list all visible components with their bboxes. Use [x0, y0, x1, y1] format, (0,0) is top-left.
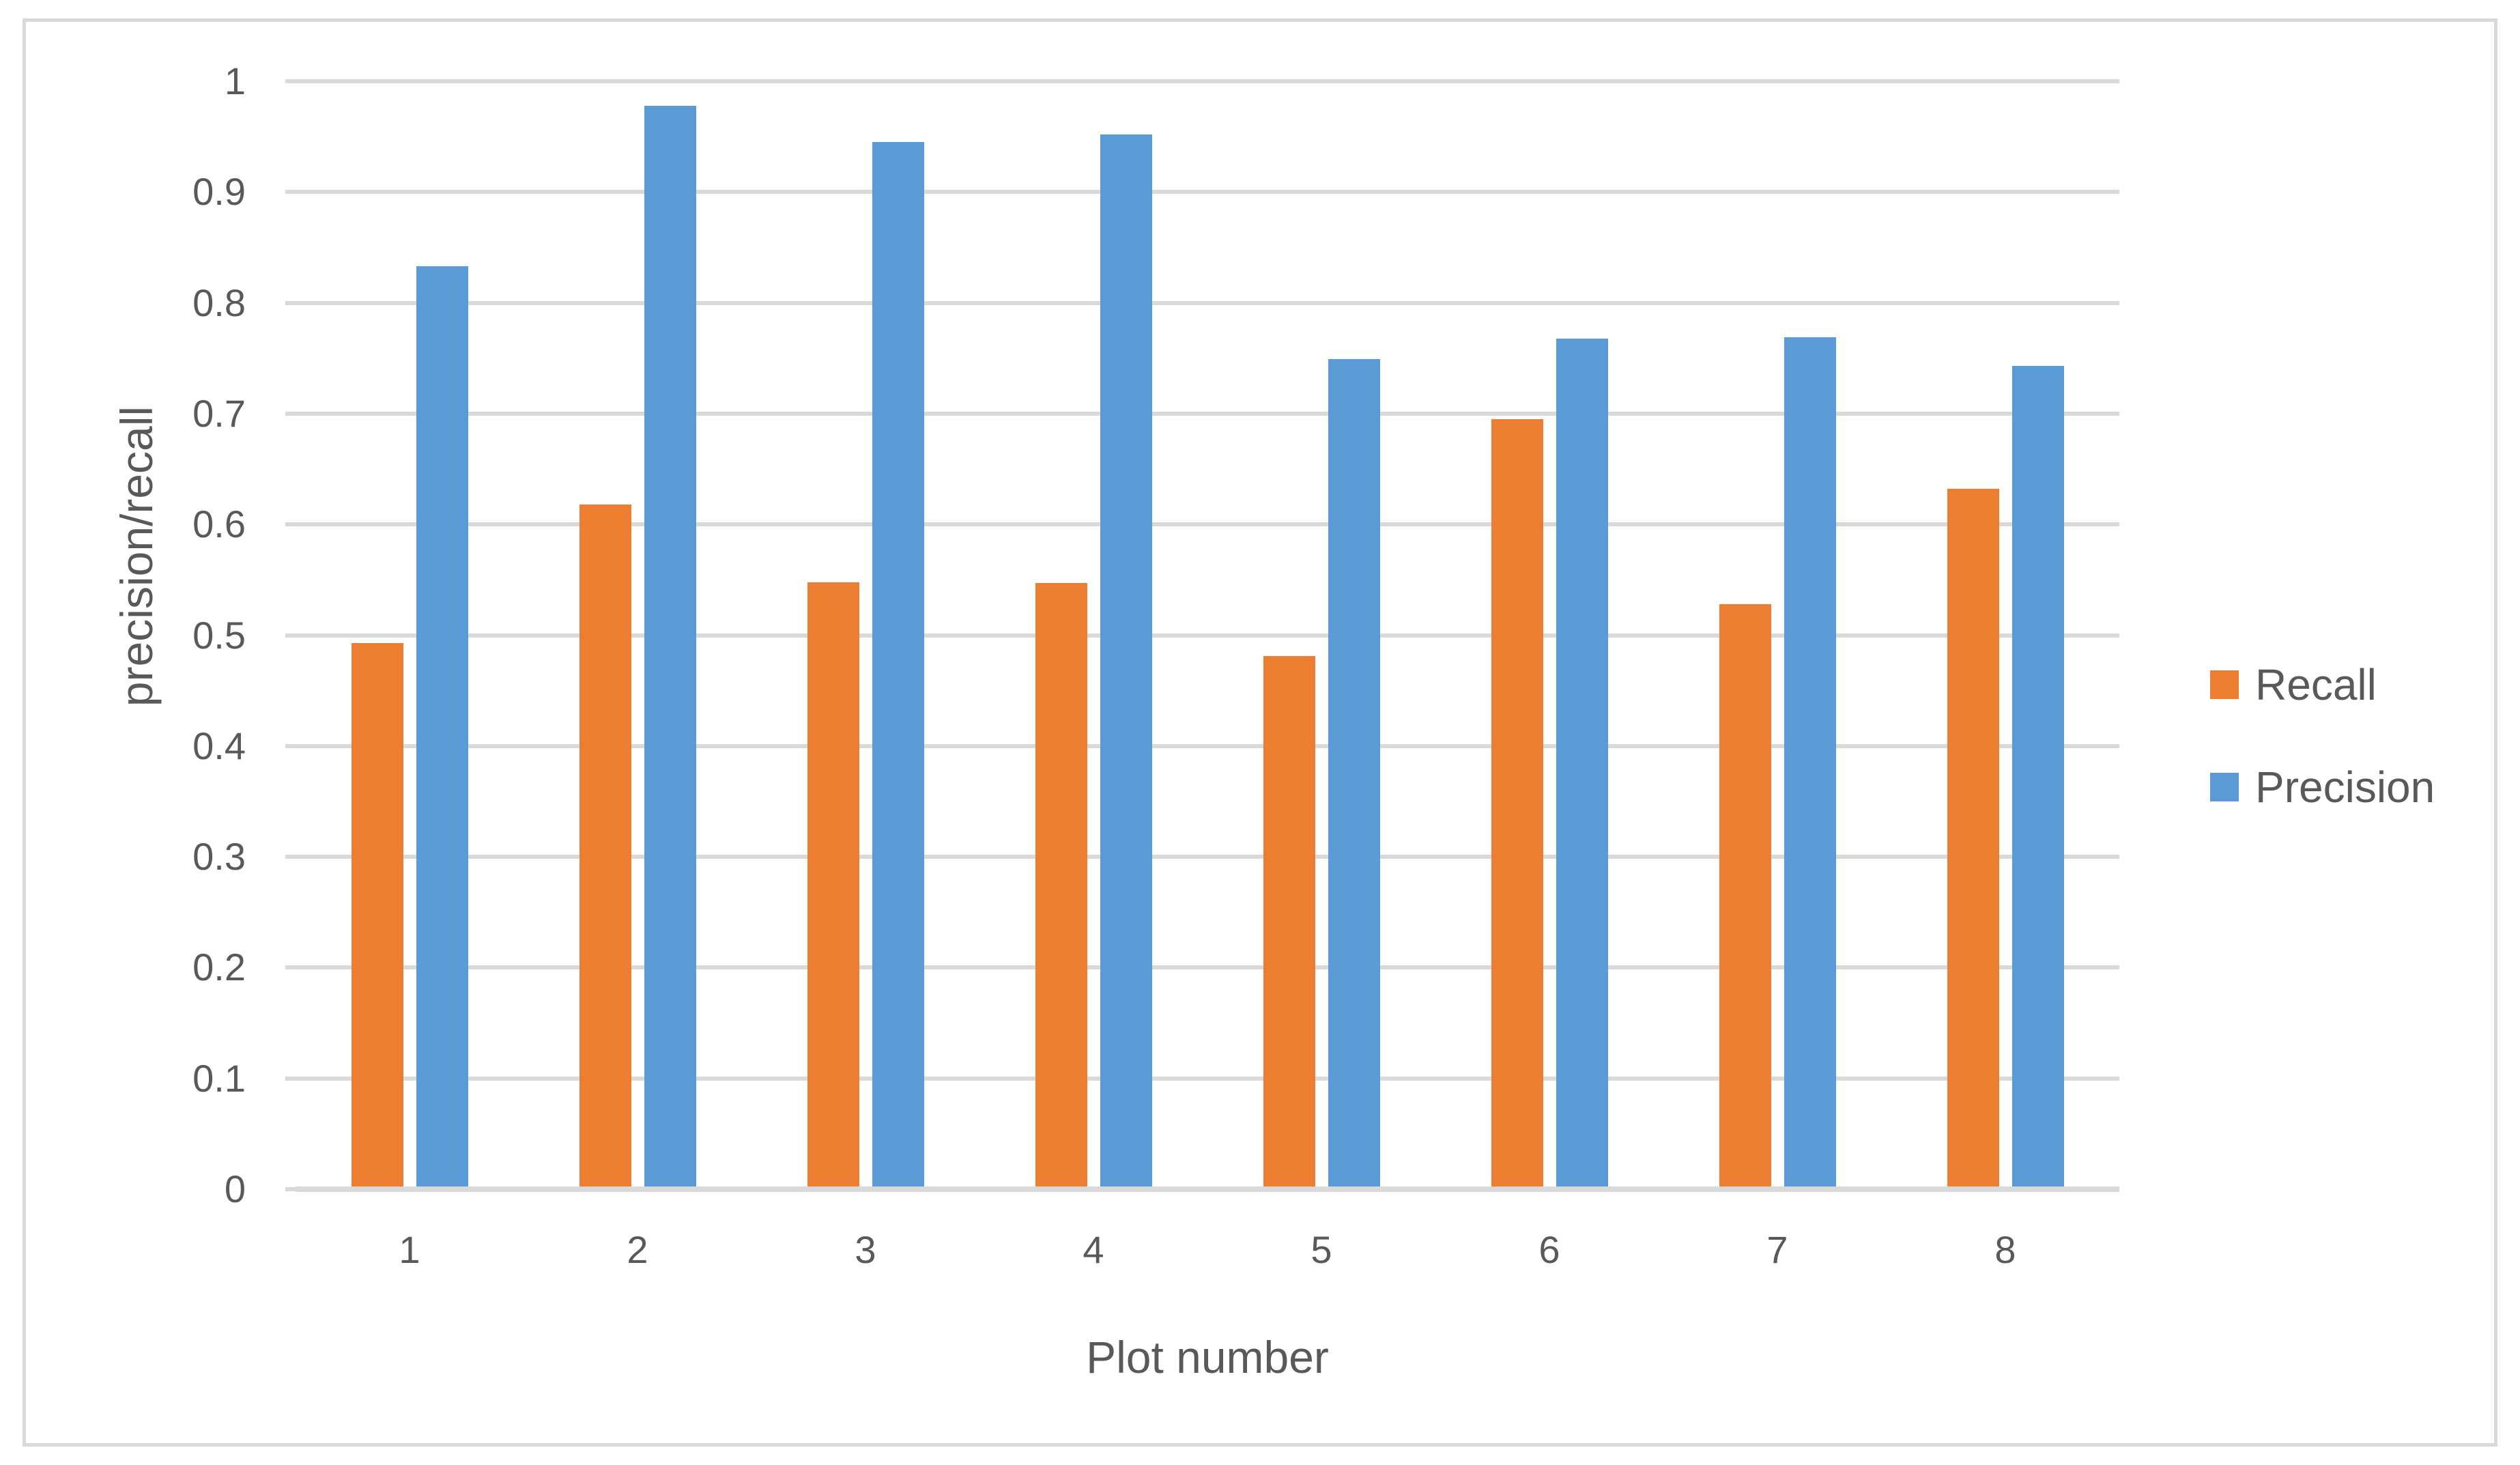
bar-precision-1 — [416, 266, 468, 1186]
gridline — [296, 633, 2119, 638]
bar-recall-5 — [1263, 656, 1315, 1186]
y-tick-mark — [285, 300, 296, 305]
y-tick-mark — [285, 1187, 296, 1191]
y-tick-mark — [285, 522, 296, 527]
y-axis-title: precision/recall — [111, 406, 162, 707]
y-tick-label: 0.6 — [192, 502, 246, 546]
y-tick-mark — [285, 411, 296, 416]
bar-recall-2 — [579, 504, 631, 1186]
y-tick-label: 1 — [224, 59, 246, 102]
gridline — [296, 855, 2119, 859]
y-tick-label: 0.5 — [192, 613, 246, 657]
y-tick-label: 0.3 — [192, 835, 246, 879]
y-tick-mark — [285, 965, 296, 970]
legend-swatch-recall-icon — [2210, 670, 2239, 699]
bar-recall-3 — [807, 582, 859, 1186]
y-tick-mark — [285, 743, 296, 748]
x-tick-label: 6 — [1538, 1228, 1560, 1271]
x-tick-label: 5 — [1311, 1228, 1332, 1271]
bar-precision-5 — [1328, 359, 1380, 1186]
x-tick-label: 7 — [1766, 1228, 1788, 1271]
y-tick-label: 0 — [224, 1167, 246, 1210]
y-tick-label: 0.9 — [192, 170, 246, 214]
y-tick-mark — [285, 855, 296, 859]
gridline — [296, 300, 2119, 305]
legend-item-recall: Recall — [2210, 660, 2435, 709]
x-tick-label: 1 — [399, 1228, 420, 1271]
y-tick-mark — [285, 190, 296, 195]
y-tick-mark — [285, 79, 296, 83]
x-axis-title: Plot number — [1086, 1332, 1329, 1382]
bar-precision-7 — [1784, 337, 1836, 1186]
bar-precision-3 — [872, 142, 924, 1186]
bar-recall-8 — [1947, 489, 1999, 1186]
y-tick-label: 0.7 — [192, 391, 246, 435]
x-axis-line — [296, 1186, 2119, 1192]
y-tick-label: 0.4 — [192, 724, 246, 767]
x-tick-label: 4 — [1083, 1228, 1104, 1271]
x-tick-label: 2 — [627, 1228, 648, 1271]
y-tick-label: 0.1 — [192, 1056, 246, 1100]
bar-precision-8 — [2011, 366, 2064, 1186]
legend: Recall Precision — [2210, 660, 2435, 869]
x-tick-label: 8 — [1994, 1228, 2016, 1271]
legend-item-precision: Precision — [2210, 763, 2435, 812]
bar-precision-6 — [1556, 338, 1608, 1186]
gridline — [296, 1076, 2119, 1081]
legend-swatch-precision-icon — [2210, 773, 2239, 801]
y-tick-label: 0.2 — [192, 945, 246, 989]
y-tick-label: 0.8 — [192, 281, 246, 324]
bar-precision-4 — [1100, 134, 1152, 1186]
bar-recall-7 — [1719, 604, 1771, 1186]
bar-precision-2 — [644, 105, 696, 1186]
y-tick-mark — [285, 633, 296, 638]
gridline — [296, 411, 2119, 416]
gridline — [296, 522, 2119, 527]
legend-label-recall: Recall — [2255, 660, 2377, 709]
y-tick-mark — [285, 1076, 296, 1081]
gridline — [296, 190, 2119, 195]
bar-recall-6 — [1491, 419, 1543, 1186]
bar-recall-1 — [351, 642, 403, 1186]
legend-label-precision: Precision — [2255, 763, 2435, 812]
x-tick-label: 3 — [855, 1228, 876, 1271]
chart-border — [23, 18, 2497, 1447]
gridline — [296, 743, 2119, 748]
bar-recall-4 — [1035, 583, 1087, 1186]
gridline — [296, 79, 2119, 83]
gridline — [296, 965, 2119, 970]
